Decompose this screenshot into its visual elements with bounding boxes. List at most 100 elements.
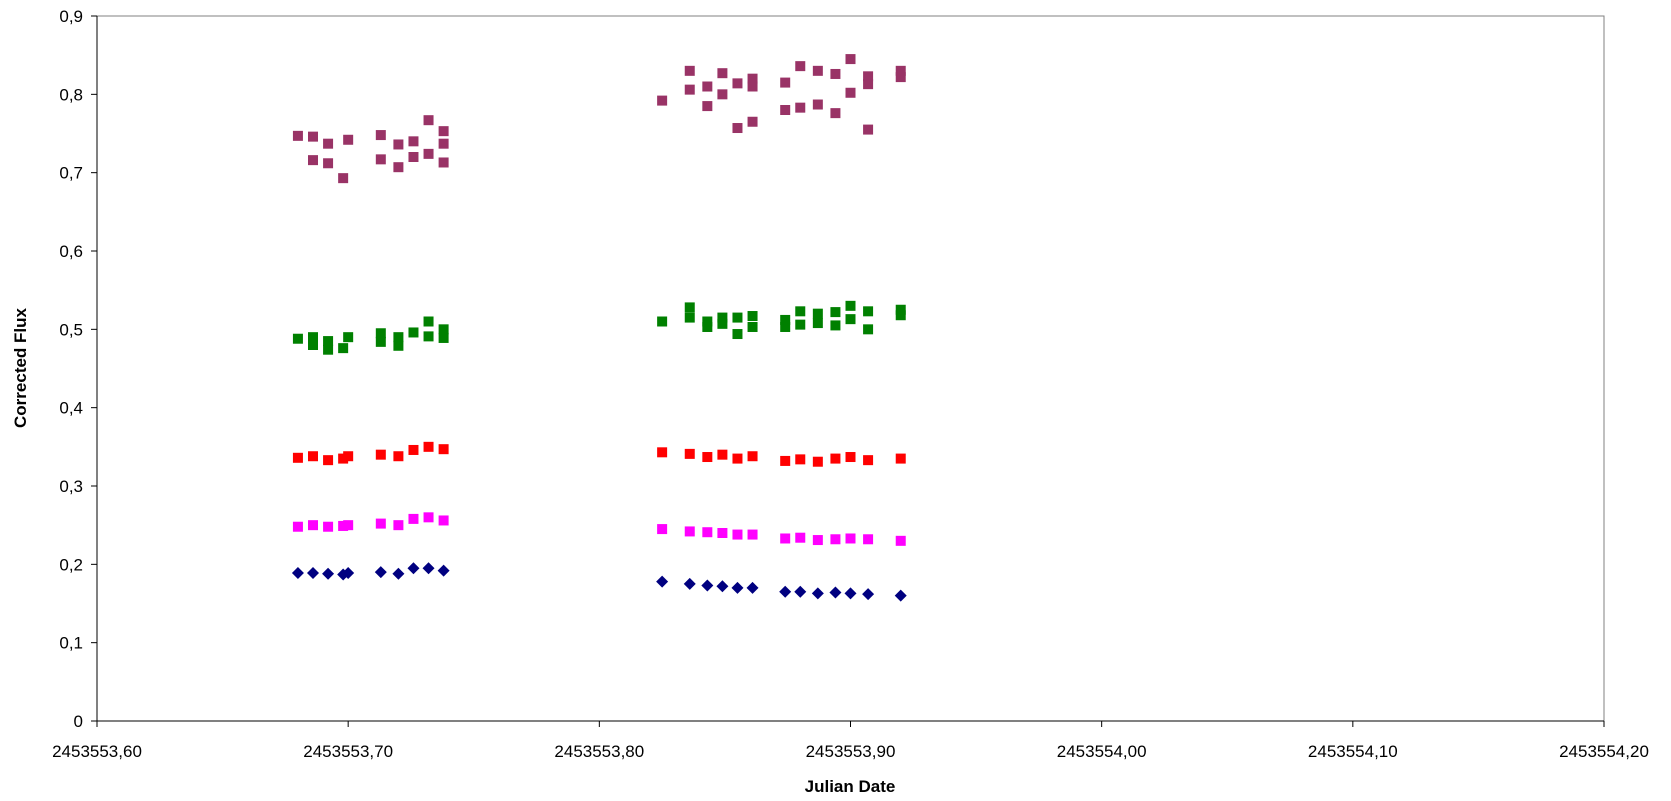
- data-point-square: [717, 89, 728, 100]
- data-point-square: [343, 134, 354, 145]
- data-point-square: [343, 451, 354, 462]
- data-point-square: [830, 307, 841, 318]
- data-point-square: [393, 162, 404, 173]
- data-point-square: [863, 124, 874, 135]
- data-point-square: [438, 138, 449, 149]
- data-point-square: [830, 68, 841, 79]
- data-point-square: [717, 318, 728, 329]
- data-point-square: [292, 333, 303, 344]
- data-point-square: [684, 312, 695, 323]
- data-point-square: [375, 154, 386, 165]
- data-point-square: [830, 320, 841, 331]
- data-point-square: [438, 444, 449, 455]
- data-point-square: [393, 332, 404, 343]
- data-point-square: [308, 131, 319, 142]
- data-point-square: [423, 316, 434, 327]
- data-point-square: [863, 306, 874, 317]
- data-point-diamond: [716, 580, 729, 593]
- data-point-square: [812, 99, 823, 110]
- y-tick-label: 0,3: [59, 477, 83, 496]
- data-point-square: [845, 300, 856, 311]
- data-point-square: [702, 527, 713, 538]
- data-point-square: [895, 65, 906, 76]
- data-point-square: [732, 329, 743, 340]
- data-point-square: [292, 452, 303, 463]
- data-point-square: [393, 340, 404, 351]
- data-point-diamond: [731, 581, 744, 594]
- data-point-square: [308, 520, 319, 531]
- y-axis-title: Corrected Flux: [11, 307, 30, 428]
- data-point-square: [732, 529, 743, 540]
- data-point-diamond: [794, 585, 807, 598]
- data-point-square: [375, 130, 386, 141]
- data-point-square: [812, 456, 823, 467]
- data-point-square: [323, 138, 334, 149]
- data-point-square: [747, 73, 758, 84]
- data-point-square: [438, 324, 449, 335]
- data-point-square: [408, 513, 419, 524]
- data-point-square: [732, 453, 743, 464]
- data-point-diamond: [374, 566, 387, 579]
- data-point-square: [845, 54, 856, 65]
- data-point-square: [684, 84, 695, 95]
- data-point-square: [812, 308, 823, 319]
- series-4: [292, 300, 906, 355]
- y-axis: 0 0,1 0,2 0,3 0,4 0,5 0,6 0,7 0,8 0,9: [59, 7, 98, 731]
- y-tick-label: 0,5: [59, 320, 83, 339]
- y-tick-label: 0,4: [59, 399, 83, 418]
- data-point-square: [747, 451, 758, 462]
- data-point-square: [408, 444, 419, 455]
- data-point-square: [780, 314, 791, 325]
- data-point-square: [323, 158, 334, 169]
- data-point-square: [795, 532, 806, 543]
- data-point-square: [895, 535, 906, 546]
- data-point-square: [830, 534, 841, 545]
- data-point-square: [830, 453, 841, 464]
- data-point-square: [717, 312, 728, 323]
- data-point-diamond: [683, 577, 696, 590]
- data-point-square: [323, 336, 334, 347]
- data-marks: [291, 54, 907, 602]
- data-point-square: [845, 314, 856, 325]
- data-point-square: [393, 139, 404, 150]
- data-point-square: [780, 105, 791, 115]
- x-tick-label: 2453553,90: [806, 742, 896, 761]
- data-point-square: [375, 336, 386, 347]
- x-axis-title: Julian Date: [805, 777, 896, 796]
- data-point-square: [702, 316, 713, 327]
- series-2: [292, 512, 906, 546]
- data-point-square: [343, 520, 354, 531]
- data-point-square: [375, 518, 386, 529]
- data-point-square: [702, 81, 713, 92]
- series-3: [292, 441, 906, 467]
- data-point-square: [393, 451, 404, 462]
- data-point-square: [408, 136, 419, 147]
- data-point-square: [684, 526, 695, 537]
- y-tick-label: 0,8: [59, 85, 83, 104]
- data-point-square: [863, 534, 874, 545]
- data-point-diamond: [392, 567, 405, 580]
- data-point-diamond: [746, 581, 759, 594]
- data-point-square: [780, 77, 791, 88]
- data-point-square: [657, 316, 668, 327]
- y-tick-label: 0,7: [59, 164, 83, 183]
- data-point-square: [343, 332, 354, 343]
- data-point-square: [812, 65, 823, 76]
- data-point-square: [702, 321, 713, 332]
- data-point-square: [323, 344, 334, 355]
- data-point-square: [795, 61, 806, 72]
- data-point-square: [438, 515, 449, 526]
- data-point-square: [795, 102, 806, 113]
- data-point-square: [812, 318, 823, 329]
- data-point-square: [747, 321, 758, 332]
- data-point-diamond: [829, 586, 842, 599]
- data-point-square: [863, 71, 874, 82]
- data-point-square: [292, 521, 303, 532]
- data-point-square: [657, 524, 668, 535]
- x-tick-label: 2453554,10: [1308, 742, 1398, 761]
- data-point-square: [375, 449, 386, 460]
- data-point-square: [732, 123, 743, 134]
- y-tick-label: 0,6: [59, 242, 83, 261]
- data-point-square: [375, 328, 386, 339]
